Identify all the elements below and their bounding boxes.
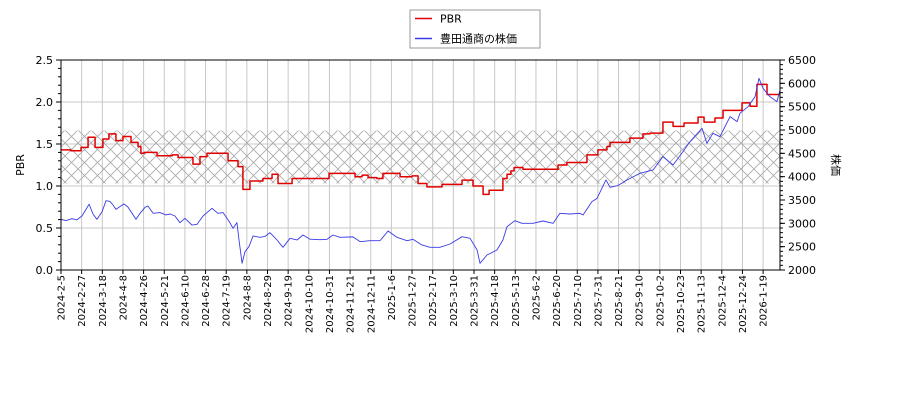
- y-right-tick-label: 4000: [788, 171, 816, 184]
- x-tick-label: 2024-5-21: [160, 275, 171, 327]
- x-tick-label: 2025-5-13: [511, 275, 522, 327]
- plot-frame: [60, 59, 781, 271]
- x-tick-label: 2025-12-24: [738, 275, 749, 333]
- y-axis-left: 0.0 0.5 1.0 1.5 2.0 2.5: [36, 54, 61, 277]
- x-tick-label: 2024-2-27: [77, 275, 88, 327]
- pbr-line: [61, 83, 780, 196]
- x-tick-label: 2025-1-27: [408, 275, 419, 327]
- y-left-tick-label: 2.5: [36, 54, 54, 67]
- x-tick-label: 2025-10-2: [655, 275, 666, 327]
- x-tick-label: 2025-1-6: [387, 275, 398, 320]
- series-lines: [61, 77, 780, 264]
- x-tick-label: 2024-9-19: [284, 275, 295, 327]
- x-tick-label: 2025-12-4: [717, 275, 728, 327]
- x-tick-label: 2024-4-26: [139, 275, 150, 327]
- x-tick-label: 2024-7-19: [222, 275, 233, 327]
- x-tick-label: 2024-2-5: [57, 275, 68, 320]
- x-tick-label: 2025-8-21: [614, 275, 625, 327]
- x-tick-label: 2025-7-10: [573, 275, 584, 327]
- y-right-tick-label: 5000: [788, 124, 816, 137]
- x-axis: 2024-2-5 2024-2-27 2024-3-18 2024-4-8 2024-4…: [57, 270, 770, 333]
- y-right-tick-label: 6500: [788, 54, 816, 67]
- y-right-tick-label: 4500: [788, 147, 816, 160]
- x-tick-label: 2025-3-10: [449, 275, 460, 327]
- y-right-tick-label: 2000: [788, 264, 816, 277]
- y-right-tick-label: 5500: [788, 101, 816, 114]
- x-tick-label: 2025-3-31: [470, 275, 481, 327]
- shaded-band: [61, 130, 780, 184]
- y-right-tick-label: 2500: [788, 241, 816, 254]
- legend-pbr-label: PBR: [440, 13, 462, 26]
- legend-box: [409, 9, 541, 49]
- x-tick-label: 2025-11-13: [697, 275, 708, 333]
- y-right-tick-label: 6000: [788, 77, 816, 90]
- hatched-range-band: [61, 130, 780, 184]
- x-tick-label: 2024-10-10: [304, 275, 315, 333]
- x-tick-label: 2025-9-10: [635, 275, 646, 327]
- x-tick-label: 2024-6-10: [180, 275, 191, 327]
- y-left-tick-label: 0.5: [36, 222, 54, 235]
- y-left-tick-label: 1.5: [36, 138, 54, 151]
- y-axis-right-title: 株価: [829, 154, 843, 176]
- stock-price-line: [61, 77, 780, 264]
- x-tick-label: 2024-8-29: [263, 275, 274, 327]
- x-tick-label: 2024-8-8: [242, 275, 253, 320]
- x-tick-label: 2024-10-31: [325, 275, 336, 333]
- y-left-tick-label: 0.0: [36, 264, 54, 277]
- x-tick-label: 2026-1-19: [759, 275, 770, 327]
- x-tick-label: 2024-3-18: [98, 275, 109, 327]
- y-left-tick-label: 2.0: [36, 96, 54, 109]
- legend: PBR 豊田通商の株価: [409, 9, 541, 49]
- x-tick-label: 2025-6-20: [552, 275, 563, 327]
- y-right-tick-label: 3500: [788, 194, 816, 207]
- x-tick-label: 2025-4-18: [490, 275, 501, 327]
- x-tick-label: 2024-6-28: [201, 275, 212, 327]
- x-tick-label: 2024-4-8: [118, 275, 129, 320]
- x-tick-label: 2025-7-31: [593, 275, 604, 327]
- x-tick-label: 2025-6-2: [531, 275, 542, 320]
- y-left-tick-label: 1.0: [36, 180, 54, 193]
- x-tick-label: 2024-12-11: [366, 275, 377, 333]
- x-tick-label: 2025-2-17: [428, 275, 439, 327]
- x-tick-label: 2024-11-21: [346, 275, 357, 333]
- legend-price-label: 豊田通商の株価: [440, 32, 517, 46]
- y-axis-left-title: PBR: [14, 154, 27, 176]
- y-axis-right: 2000 2500 3000 3500 4000 4500 5000 5500 6000 6500: [780, 54, 816, 277]
- x-tick-label: 2025-10-23: [676, 275, 687, 333]
- y-right-tick-label: 3000: [788, 217, 816, 230]
